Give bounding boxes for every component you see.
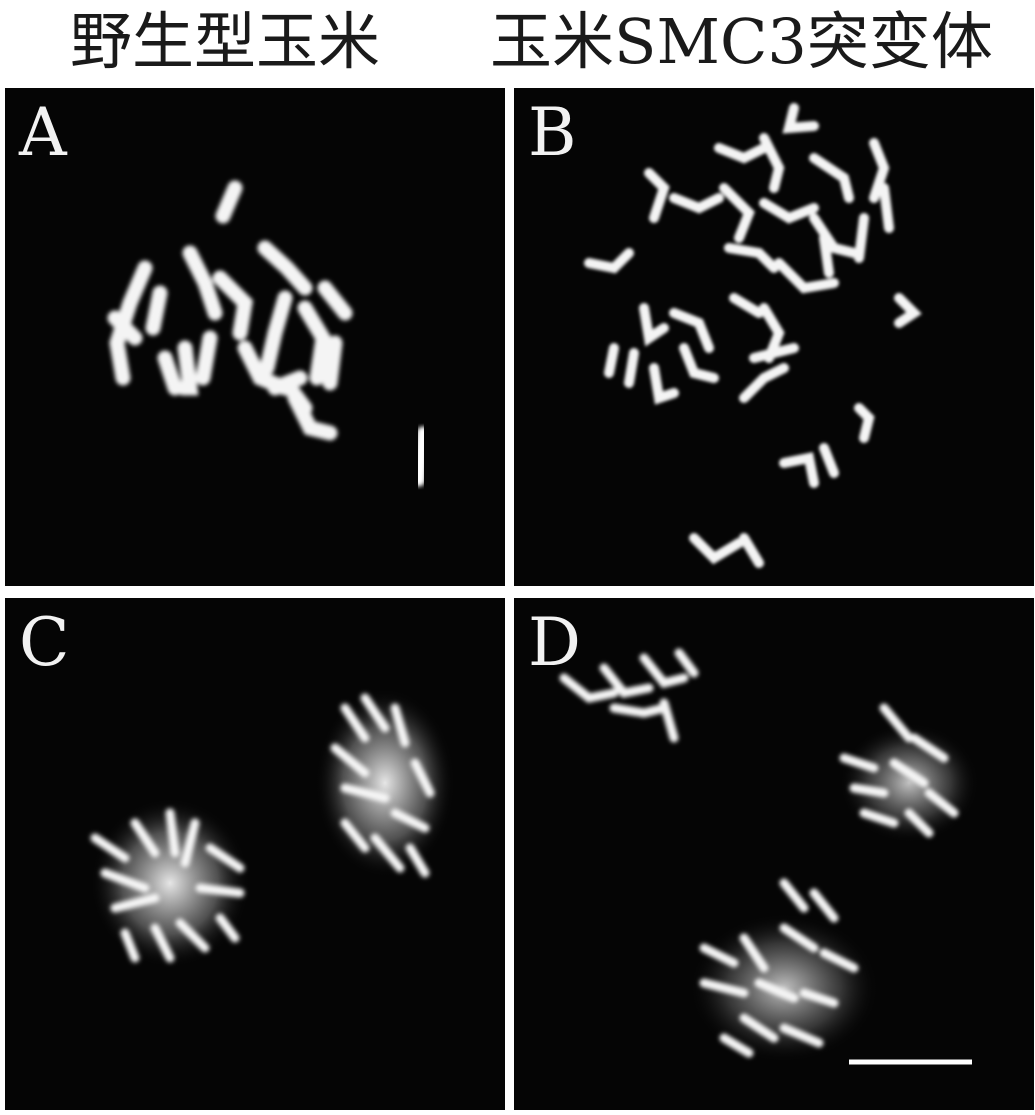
chromosome-spread-a <box>107 180 430 487</box>
chromosome-spread-d <box>559 648 979 1065</box>
micrograph-panel-b: B <box>514 88 1034 586</box>
micrograph-panel-a: A <box>5 88 505 586</box>
chromosome-spread-c <box>90 688 455 968</box>
chromosome-spread-b <box>584 103 922 568</box>
panel-label-a: A <box>19 94 67 171</box>
wildtype-column-title: 野生型玉米 <box>70 5 381 78</box>
panel-label-c: C <box>19 604 70 681</box>
panel-label-b: B <box>528 94 577 171</box>
micrograph-panel-c: C <box>5 598 505 1110</box>
micrograph-panel-d: D <box>514 598 1034 1110</box>
panel-label-d: D <box>528 604 581 681</box>
mutant-column-title: 玉米SMC3突变体 <box>490 5 993 78</box>
